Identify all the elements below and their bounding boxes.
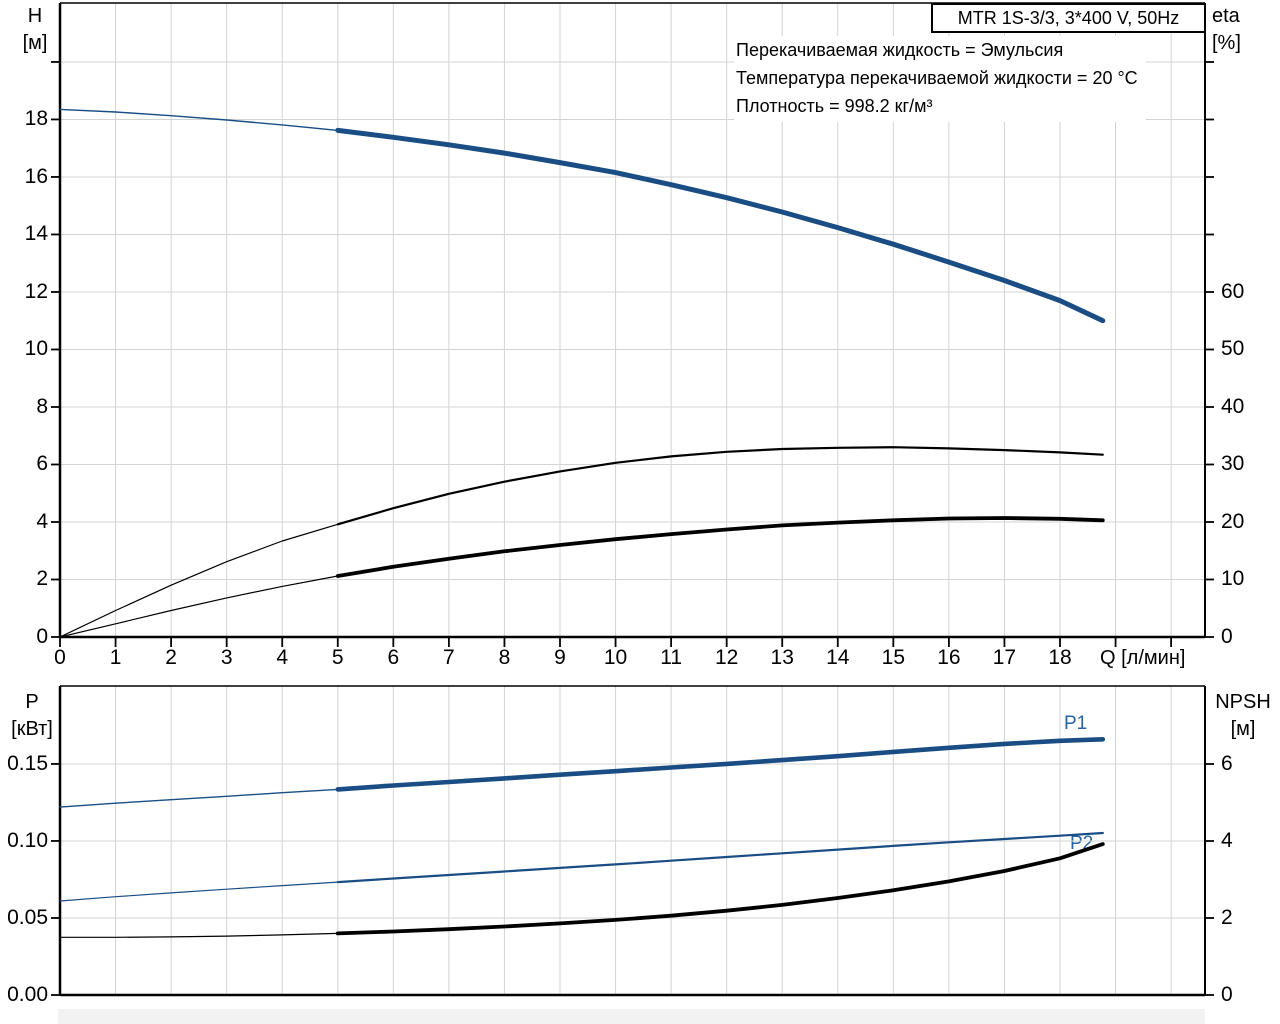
h-axis-tick-label: 16 bbox=[24, 164, 48, 188]
q-axis-label: Q [л/мин] bbox=[1100, 647, 1186, 669]
npsh-axis-unit-label: NPSH [м] bbox=[1211, 689, 1275, 743]
h-axis-symbol: H bbox=[27, 5, 43, 27]
h-axis-tick-label: 14 bbox=[24, 222, 48, 246]
q-axis-tick-label: 15 bbox=[881, 646, 905, 669]
q-axis-tick-label: 4 bbox=[276, 646, 289, 669]
eta-axis-symbol: eta bbox=[1212, 5, 1240, 27]
q-axis-tick-label: 9 bbox=[554, 646, 566, 669]
eta-axis-tick-label: 0 bbox=[1221, 625, 1233, 648]
q-axis-tick-label: 13 bbox=[770, 646, 794, 669]
h-axis-tick-label: 10 bbox=[24, 337, 48, 361]
p-axis-tick-label: 0.05 bbox=[7, 905, 48, 929]
q-axis-tick-label: 10 bbox=[603, 646, 628, 669]
eta-axis-tick-label: 60 bbox=[1221, 279, 1245, 303]
h-axis-tick-label: 0 bbox=[36, 625, 48, 648]
p-axis-symbol: P bbox=[25, 691, 39, 713]
q-axis-tick-label: 17 bbox=[992, 646, 1017, 669]
h-axis-tick-label: 4 bbox=[36, 509, 48, 533]
p1-series-label: P1 bbox=[1064, 713, 1088, 734]
h-axis-tick-label: 6 bbox=[36, 452, 48, 476]
p-axis-unit-label: P [кВт] bbox=[6, 689, 58, 743]
q-axis-tick-label: 18 bbox=[1048, 646, 1072, 669]
p-axis-tick-label: 0.15 bbox=[7, 751, 48, 775]
eta-axis-tick-label: 40 bbox=[1221, 394, 1245, 418]
p-axis-tick-label: 0.10 bbox=[7, 828, 48, 852]
q-axis-tick-label: 8 bbox=[498, 646, 511, 669]
q-axis-tick-label: 5 bbox=[331, 646, 344, 669]
q-axis-tick-label: 1 bbox=[109, 646, 122, 669]
q-axis-tick-label: 16 bbox=[937, 646, 961, 669]
h-axis-unit-label: H [м] bbox=[12, 3, 58, 57]
npsh-axis-tick-label: 6 bbox=[1221, 752, 1233, 775]
npsh-axis-tick-label: 4 bbox=[1221, 829, 1233, 852]
p-axis-unit: [кВт] bbox=[11, 718, 53, 740]
eta-axis-tick-label: 50 bbox=[1221, 337, 1245, 361]
q-axis-tick-label: 0 bbox=[54, 646, 66, 669]
npsh-axis-tick-label: 0 bbox=[1221, 983, 1233, 1006]
h-axis-unit: [м] bbox=[22, 32, 48, 54]
q-axis-tick-label: 6 bbox=[387, 646, 400, 669]
npsh-axis-unit: [м] bbox=[1230, 718, 1256, 740]
q-axis-tick-label: 3 bbox=[220, 646, 233, 669]
q-axis-tick-label: 14 bbox=[826, 646, 850, 669]
q-axis-tick-label: 11 bbox=[660, 646, 683, 669]
npsh-axis-tick-label: 2 bbox=[1221, 906, 1233, 929]
eta-axis-tick-label: 10 bbox=[1221, 567, 1245, 591]
eta-axis-unit-label: eta [%] bbox=[1212, 3, 1272, 57]
eta-axis-unit: [%] bbox=[1212, 32, 1241, 54]
eta-axis-tick-label: 30 bbox=[1221, 452, 1245, 476]
p-axis-tick-label: 0.00 bbox=[7, 983, 48, 1006]
npsh-axis-symbol: NPSH bbox=[1215, 691, 1271, 713]
q-axis-tick-label: 7 bbox=[443, 646, 455, 669]
h-axis-tick-label: 18 bbox=[24, 107, 48, 131]
q-axis-tick-label: 2 bbox=[165, 646, 177, 669]
h-axis-tick-label: 2 bbox=[36, 567, 48, 591]
h-axis-tick-label: 12 bbox=[24, 279, 48, 303]
h-axis-tick-label: 8 bbox=[36, 394, 48, 418]
eta-axis-tick-label: 20 bbox=[1221, 509, 1245, 533]
q-axis-tick-label: 12 bbox=[714, 646, 739, 669]
